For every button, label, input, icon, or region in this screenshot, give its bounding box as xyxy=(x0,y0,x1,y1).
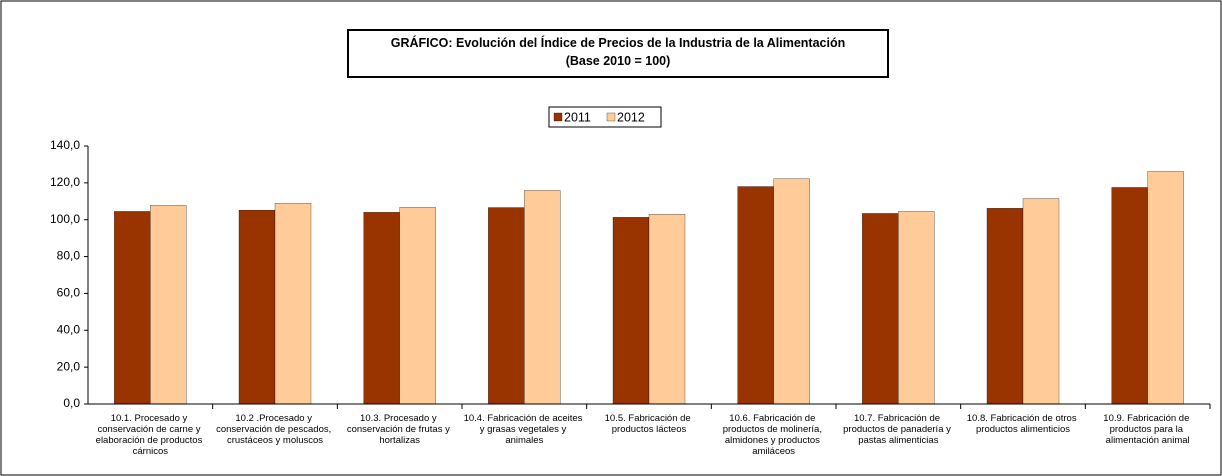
x-tick-label: 10.8. Fabricación de otros productos ali… xyxy=(967,413,1079,435)
bar xyxy=(737,186,774,405)
legend-swatch xyxy=(553,112,563,122)
legend-swatch xyxy=(606,112,616,122)
bar xyxy=(114,211,151,405)
bar xyxy=(648,214,686,405)
bar xyxy=(363,212,400,405)
bar xyxy=(898,211,935,405)
x-tick-label: 10.2 .Procesado y conservación de pescad… xyxy=(216,413,334,446)
x-tick-label: 10.9. Fabricación de productos para la a… xyxy=(1103,413,1192,446)
bar xyxy=(1147,171,1184,405)
x-tick-label: 10.1. Procesado y conservación de carne … xyxy=(96,413,205,457)
y-tick-label: 80,0 xyxy=(57,249,81,263)
x-tick-label: 10.4. Fabricación de aceites y grasas ve… xyxy=(464,413,585,446)
bar xyxy=(524,190,561,405)
bar xyxy=(986,208,1024,405)
y-tick-label: 140,0 xyxy=(50,138,80,152)
x-tick-label: 10.3. Procesado y conservación de frutas… xyxy=(347,413,453,446)
bar xyxy=(150,205,187,405)
bar xyxy=(862,213,899,405)
y-tick-label: 40,0 xyxy=(57,322,81,336)
bar xyxy=(1022,198,1060,405)
x-tick-label: 10.6. Fabricación de productos de moline… xyxy=(723,413,825,457)
bar xyxy=(238,209,276,405)
bar xyxy=(399,207,436,405)
y-tick-label: 100,0 xyxy=(50,212,80,226)
y-tick-label: 120,0 xyxy=(50,175,80,189)
bar xyxy=(488,207,525,405)
legend-label: 2012 xyxy=(617,110,645,124)
title-box xyxy=(347,29,889,78)
chart-title: GRÁFICO: Evolución del Índice de Precios… xyxy=(391,35,846,50)
y-tick-label: 20,0 xyxy=(57,359,81,373)
bar xyxy=(773,178,810,405)
chart-subtitle: (Base 2010 = 100) xyxy=(566,54,671,68)
y-tick-label: 60,0 xyxy=(57,286,81,300)
bar xyxy=(1111,187,1148,405)
bar xyxy=(274,203,312,405)
y-tick-label: 0,0 xyxy=(63,396,80,410)
legend-box xyxy=(548,106,662,128)
x-tick-label: 10.5. Fabricación de productos lácteos xyxy=(605,413,694,435)
x-tick-label: 10.7. Fabricación de productos de panade… xyxy=(843,413,953,446)
bar xyxy=(612,217,650,405)
legend-label: 2011 xyxy=(564,110,591,124)
